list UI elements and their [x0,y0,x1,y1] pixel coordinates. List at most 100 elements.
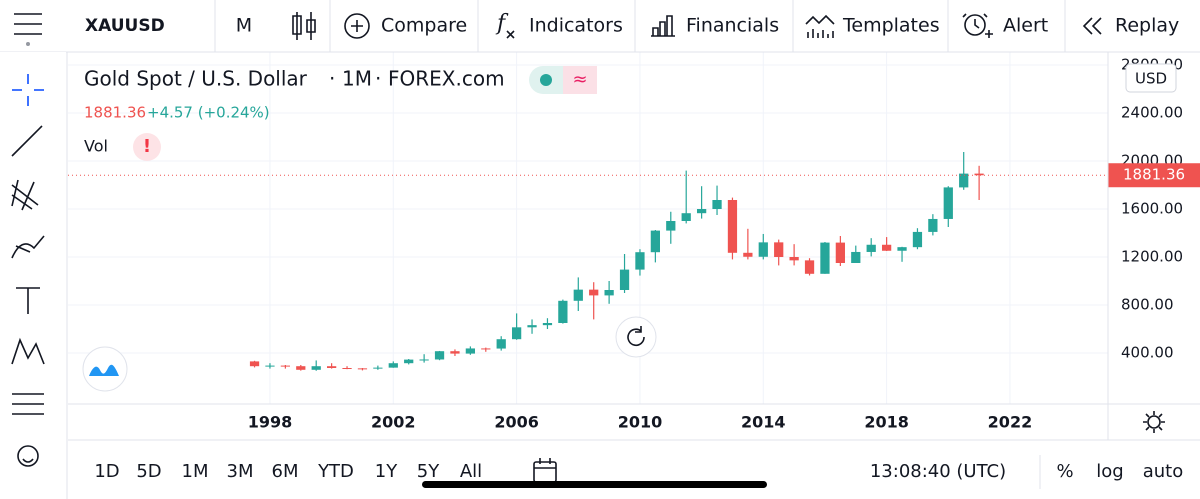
chart-source: FOREX.com [388,67,505,91]
currency-box[interactable] [1125,63,1177,93]
candle-body [743,252,753,257]
candle-body [974,173,984,176]
line-tool[interactable] [11,125,43,157]
replay-icon[interactable] [1082,17,1102,35]
range-button[interactable]: All [460,461,482,482]
settings-icon[interactable] [1143,411,1165,433]
brush-tool[interactable] [11,235,45,259]
logo[interactable] [82,346,128,392]
candle-body [511,327,522,340]
chart-title: Gold Spot / U.S. Dollar [84,67,308,91]
candle-body [249,361,260,367]
fib-tool[interactable] [11,179,39,211]
candle-body [450,351,460,354]
candle-body [604,290,614,296]
candle-body [928,218,938,232]
scale-option[interactable]: auto [1143,461,1184,482]
candle-body [542,323,553,326]
templates-icon[interactable] [805,14,835,38]
y-tick-label: 1200.00 [1121,248,1183,266]
x-tick-label: 2018 [864,413,909,432]
x-tick-label: 2002 [371,413,416,432]
clock[interactable]: 13:08:40 (UTC) [870,461,1006,482]
alert-icon[interactable] [962,13,993,38]
scale-option[interactable]: % [1056,461,1073,482]
candle-body [296,366,306,370]
last-price-label: 1881.36 [1123,166,1185,184]
candle-body [866,244,876,252]
candle-body [589,289,599,296]
candle-body [881,244,892,251]
pattern-tool[interactable] [11,337,45,365]
menu-icon[interactable] [14,13,42,46]
templates[interactable]: Templates [842,15,940,37]
range-button[interactable]: 3M [227,461,254,482]
currency[interactable]: USD [1135,70,1167,88]
candle-body [912,231,923,248]
candle-body [650,230,660,253]
toolbar-bg [0,0,1200,52]
candle-body [404,359,414,364]
reset-button[interactable] [615,316,657,358]
scale-option[interactable]: log [1096,461,1123,482]
financials-icon[interactable] [651,15,675,37]
status-pill-right [563,66,597,94]
warning-icon[interactable] [133,133,161,161]
candle-body [326,366,337,368]
candle-body [774,242,784,257]
candle-body [465,348,475,354]
separator-dot: · [375,67,381,91]
compare[interactable]: Compare [381,15,467,37]
candle-body [727,200,738,253]
emoji-tool[interactable] [17,445,39,467]
legend: Gold Spot / U.S. Dollar · 1M · FOREX.com… [82,66,657,392]
range-button[interactable]: 6M [272,461,299,482]
candle-body [619,269,630,290]
indicators[interactable]: Indicators [529,15,623,37]
replay[interactable]: Replay [1115,15,1179,37]
symbol[interactable]: XAUUSD [85,16,165,36]
range-button[interactable]: 1Y [375,461,398,482]
top-toolbar: XAUUSD M Compare f Indicators Financials… [0,0,1200,53]
range-button[interactable]: 1D [94,461,119,482]
measure-tool[interactable] [12,393,44,415]
range-button[interactable]: 5Y [417,461,440,482]
candle-body [357,368,368,370]
interval[interactable]: M [236,15,252,37]
candle-body [666,221,676,231]
home-indicator [422,481,767,488]
delayed-icon: ≈ [572,69,587,90]
y-tick-label: 1600.00 [1121,200,1183,218]
crosshair-tool[interactable] [12,74,44,106]
market-open-dot [540,74,552,86]
text-tool[interactable] [16,287,40,314]
candle-body [280,365,290,367]
warning-mark: ! [143,136,151,157]
last-price: 1881.36 [84,104,146,122]
x-tick-label: 2014 [741,413,786,432]
alert[interactable]: Alert [1003,15,1048,37]
compare-icon[interactable] [344,13,370,39]
x-tick-label: 2010 [618,413,663,432]
last-price-box [1108,163,1200,188]
candle-body [558,300,568,323]
candle-body [943,187,953,219]
range-button[interactable]: YTD [317,461,354,482]
candle-body [481,348,491,350]
financials[interactable]: Financials [686,15,779,37]
candle-body [635,252,645,270]
chart-style-icon[interactable] [292,12,316,40]
candle-body [311,366,321,370]
x-tick-label: 1998 [248,413,293,432]
left-toolbar [0,52,68,499]
candle-body [434,351,445,360]
range-button[interactable]: 1M [182,461,209,482]
separator-dot: · [329,67,335,91]
candle-body [758,242,768,257]
volume-label: Vol [84,137,108,156]
price-change: +4.57 (+0.24%) [147,104,270,122]
candle-body [573,289,583,301]
range-button[interactable]: 5D [136,461,161,482]
